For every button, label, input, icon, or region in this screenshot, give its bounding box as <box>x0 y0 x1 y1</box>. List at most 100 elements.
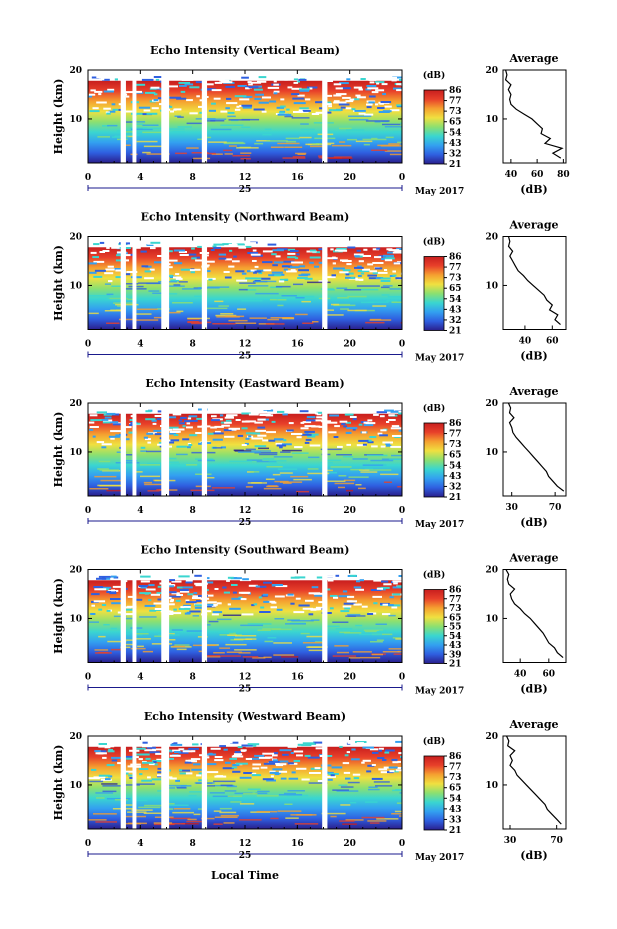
x-tick-label: 20 <box>343 173 356 183</box>
average-x-label: (dB) <box>520 350 547 363</box>
colorbar-tick-label: 32 <box>449 316 462 326</box>
colorbar-tick-label: 77 <box>449 595 462 605</box>
average-profile-line <box>507 402 565 492</box>
month-label: May 2017 <box>415 520 464 530</box>
data-gap <box>120 236 126 330</box>
average-y-tick-label: 10 <box>485 115 498 125</box>
data-gap <box>201 403 208 496</box>
colorbar <box>423 256 445 331</box>
average-x-tick-label: 40 <box>505 170 518 180</box>
colorbar-tick-label: 65 <box>449 784 462 794</box>
y-tick-label: 20 <box>69 66 82 76</box>
y-tick-label: 10 <box>69 115 82 125</box>
y-tick-label: 10 <box>69 448 82 458</box>
colorbar-tick-label: 21 <box>449 160 462 170</box>
data-gap <box>161 736 170 829</box>
average-title: Average <box>508 219 558 232</box>
data-gap <box>201 236 208 330</box>
y-tick-label: 20 <box>69 233 82 243</box>
x-tick-label: 8 <box>190 173 196 183</box>
x-tick-label: 16 <box>291 839 304 849</box>
average-x-label: (dB) <box>520 683 547 696</box>
panel-eastward: Echo Intensity (Eastward Beam) 0 4 8 12 16 20 0… <box>52 377 567 530</box>
month-label: May 2017 <box>415 187 464 197</box>
colorbar-tick-label: 39 <box>449 650 462 660</box>
x-tick-label: 8 <box>190 839 196 849</box>
panel-vertical: Echo Intensity (Vertical Beam) 0 4 8 12 16 20 0… <box>52 44 570 197</box>
average-y-tick-label: 20 <box>485 233 498 243</box>
colorbar-tick-label: 43 <box>449 305 462 315</box>
colorbar-tick-label: 86 <box>449 86 462 96</box>
colorbar-tick-label: 73 <box>449 440 462 450</box>
average-x-tick-label: 60 <box>531 170 544 180</box>
data-gap <box>161 236 170 330</box>
x-tick-label: 16 <box>291 173 304 183</box>
data-gap <box>132 569 137 663</box>
average-x-tick-label: 60 <box>543 670 556 680</box>
colorbar-tick-label: 86 <box>449 586 462 596</box>
data-gap <box>322 736 328 829</box>
heatmap <box>88 569 402 663</box>
panel-southward: Echo Intensity (Southward Beam) 0 4 8 12 16 20… <box>52 544 567 697</box>
x-tick-label: 4 <box>137 340 143 350</box>
colorbar-tick-label: 77 <box>449 763 462 773</box>
height-label: Height (km) <box>52 412 65 488</box>
month-label: May 2017 <box>415 354 464 364</box>
x-tick-label: 0 <box>399 173 405 183</box>
x-tick-label: 16 <box>291 506 304 516</box>
x-tick-label: 0 <box>399 839 405 849</box>
average-frame <box>502 69 567 164</box>
colorbar-unit: (dB) <box>423 403 445 414</box>
colorbar-tick-label: 43 <box>449 805 462 815</box>
colorbar-tick-label: 86 <box>449 253 462 263</box>
day-label: 25 <box>239 352 252 362</box>
average-frame <box>502 402 567 497</box>
x-tick-label: 12 <box>239 340 252 350</box>
data-gap <box>201 569 208 663</box>
x-tick-label: 12 <box>239 173 252 183</box>
colorbar-tick-label: 86 <box>449 752 462 762</box>
average-x-tick-label: 80 <box>557 170 570 180</box>
day-label: 25 <box>239 518 252 528</box>
colorbar-tick-label: 73 <box>449 604 462 614</box>
average-profile-line <box>504 69 564 159</box>
x-tick-label: 4 <box>137 506 143 516</box>
colorbar-tick-label: 21 <box>449 493 462 503</box>
x-tick-label: 16 <box>291 340 304 350</box>
x-tick-label: 0 <box>399 673 405 683</box>
day-label: 25 <box>239 685 252 695</box>
colorbar <box>423 89 445 165</box>
x-tick-label: 4 <box>137 173 143 183</box>
colorbar-tick-label: 21 <box>449 826 462 836</box>
colorbar <box>423 755 445 831</box>
data-gap <box>132 236 137 330</box>
x-tick-label: 0 <box>85 839 91 849</box>
colorbar-tick-label: 54 <box>449 461 462 471</box>
colorbar-tick-label: 43 <box>449 472 462 482</box>
y-tick-label: 10 <box>69 281 82 291</box>
average-y-tick-label: 20 <box>485 566 498 576</box>
x-tick-label: 16 <box>291 673 304 683</box>
data-gap <box>132 70 137 163</box>
x-tick-label: 20 <box>343 340 356 350</box>
x-tick-label: 4 <box>137 673 143 683</box>
x-tick-label: 8 <box>190 506 196 516</box>
average-x-label: (dB) <box>520 516 547 529</box>
y-tick-label: 20 <box>69 399 82 409</box>
data-gap <box>322 236 328 330</box>
colorbar-unit: (dB) <box>423 736 445 747</box>
colorbar-tick-label: 55 <box>449 623 462 633</box>
colorbar-tick-label: 73 <box>449 107 462 117</box>
average-x-label: (dB) <box>520 183 547 196</box>
colorbar-tick-label: 54 <box>449 632 462 642</box>
average-x-tick-label: 70 <box>549 503 562 513</box>
x-tick-label: 20 <box>343 673 356 683</box>
average-x-tick-label: 40 <box>514 670 527 680</box>
colorbar <box>423 422 445 498</box>
x-tick-label: 8 <box>190 673 196 683</box>
colorbar-unit: (dB) <box>423 70 445 81</box>
data-gap <box>120 403 126 496</box>
day-label: 25 <box>239 185 252 195</box>
data-gap <box>322 569 328 663</box>
